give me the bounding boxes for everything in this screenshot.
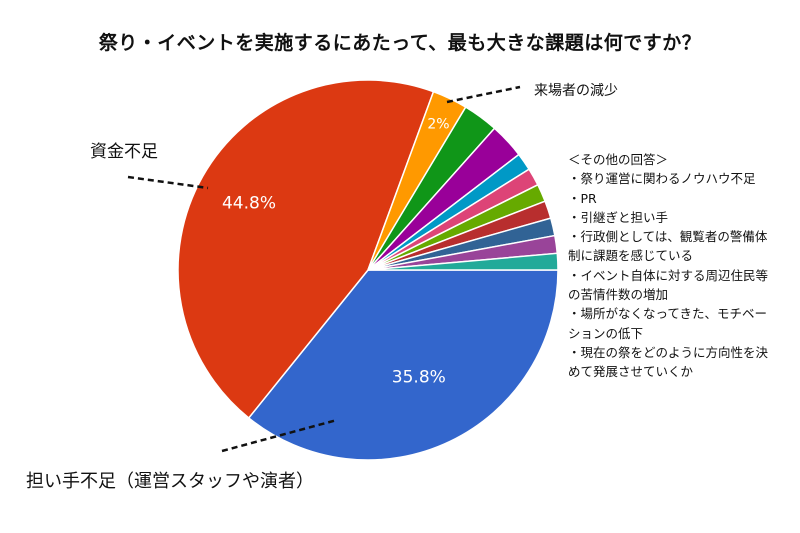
slice-value-labels: 35.8% 44.8% 2% [222,117,450,388]
other-answer-item: ・イベント自体に対する周辺住民等の苦情件数の増加 [568,267,769,303]
slice-label-funds: 資金不足 [90,142,158,162]
other-answer-item: ・場所がなくなってきた、モチベーションの低下 [568,306,768,341]
other-answer-item: ・行政側としては、観覧者の警備体制に課題を感じている [568,229,768,264]
slice-value-label: 2% [427,117,449,133]
leader-line [127,175,209,190]
leader-line [446,85,521,104]
other-answers-heading: ＜その他の回答＞ [568,152,669,167]
other-answer-item: ・引継ぎと担い手 [568,209,669,225]
pie-slice [247,269,559,461]
slice-value-label: 35.8% [392,367,446,387]
slice-label-shortage: 担い手不足（運営スタッフや演者） [26,471,314,492]
pie-slice [367,252,559,271]
other-answer-item: ・PR [568,190,597,206]
slice-label-visitors: 来場者の減少 [534,83,618,99]
pie-slices [177,79,559,461]
other-answer-item: ・祭り運営に関わるノウハウ不足 [568,171,756,187]
other-answer-item: ・現在の祭をどのように方向性を決めて発展させていくか [568,344,769,380]
chart-title: 祭り・イベントを実施するにあたって、最も大きな課題は何ですか？ [98,32,702,54]
pie-slice [177,79,435,419]
leader-lines [127,85,521,453]
slice-value-label: 44.8% [222,194,276,214]
other-answers-box: ＜その他の回答＞ ・祭り運営に関わるノウハウ不足 ・PR ・引継ぎと担い手 ・行… [568,150,768,382]
